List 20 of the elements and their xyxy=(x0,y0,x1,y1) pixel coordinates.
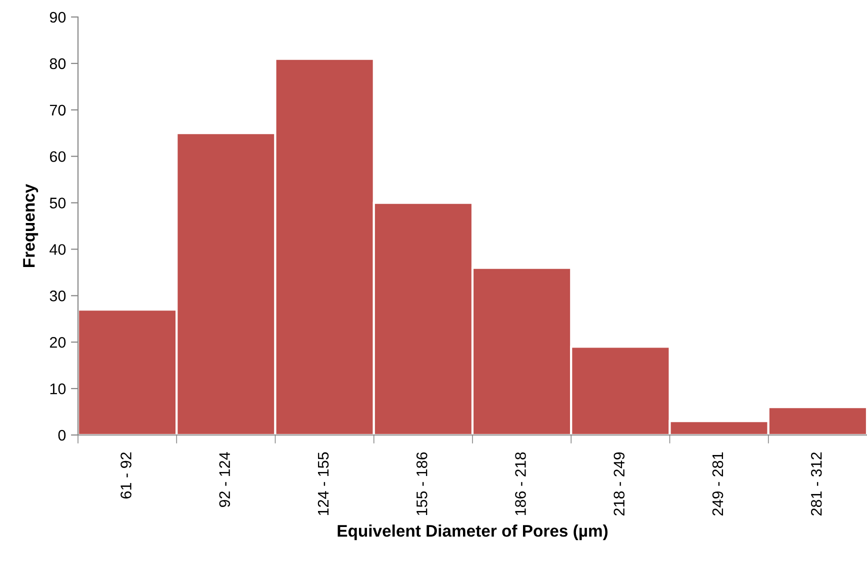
x-tick-label: 281 - 312 xyxy=(810,452,822,516)
x-tick-label: 249 - 281 xyxy=(712,452,724,516)
y-tick-label: 30 xyxy=(50,290,66,302)
y-tick-label: 0 xyxy=(58,430,66,441)
x-axis-title: Equivelent Diameter of Pores (µm) xyxy=(338,524,608,540)
y-tick-label: 90 xyxy=(50,12,66,23)
y-axis-title: Frequency xyxy=(23,184,38,268)
y-tick-label: 70 xyxy=(50,104,66,116)
y-tick-label: 50 xyxy=(50,198,66,208)
x-tick-label: 218 - 249 xyxy=(614,452,625,516)
x-tick-label: 186 - 218 xyxy=(515,452,526,516)
x-tick-label: 155 - 186 xyxy=(416,452,428,516)
y-tick-label: 10 xyxy=(50,383,66,394)
x-tick-label: 92 - 124 xyxy=(219,452,230,508)
y-tick-label: 40 xyxy=(50,244,66,255)
x-tick-label: 124 - 155 xyxy=(318,452,329,516)
y-tick-label: 60 xyxy=(50,151,66,162)
y-tick-label: 20 xyxy=(50,336,66,348)
x-tick-label: 61 - 92 xyxy=(120,452,132,498)
y-tick-label: 80 xyxy=(50,58,66,70)
